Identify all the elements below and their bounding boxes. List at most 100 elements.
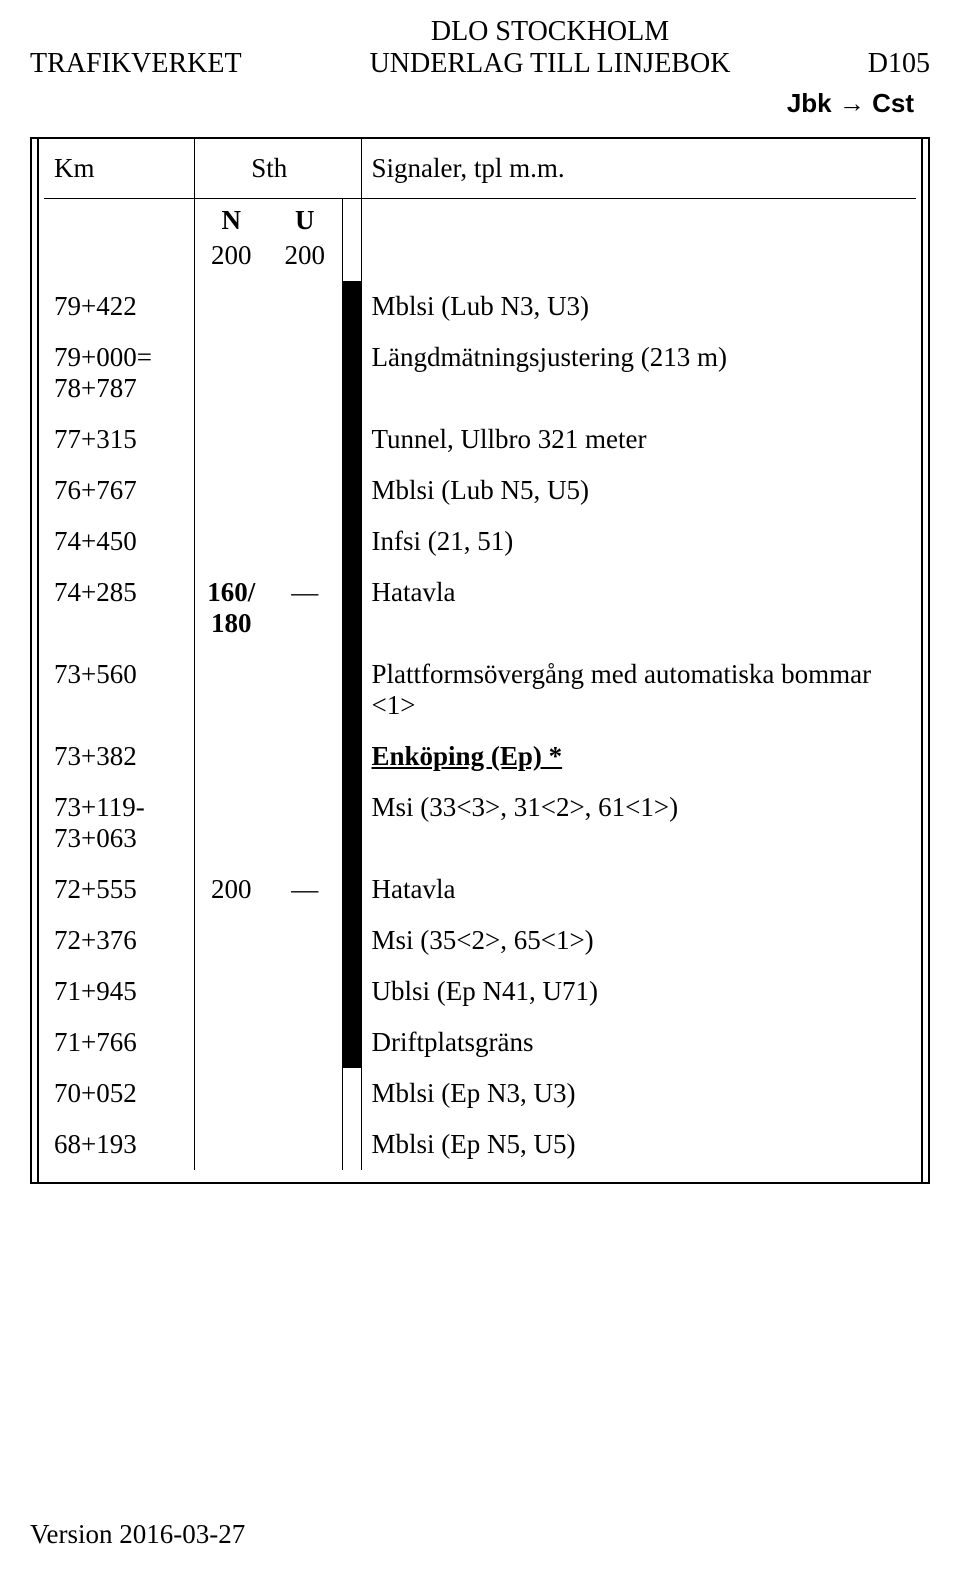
track-cell (342, 915, 361, 966)
sth-u-cell (266, 782, 342, 864)
km-cell: 76+767 (44, 465, 194, 516)
signal-cell: Mblsi (Ep N3, U3) (361, 1068, 916, 1119)
km-cell: 73+560 (44, 649, 194, 731)
km-cell: 74+450 (44, 516, 194, 567)
km-cell: 72+555 (44, 864, 194, 915)
nu-row: N U (44, 199, 916, 239)
table-row: 73+119- 73+063 Msi (33<3>, 31<2>, 61<1>) (44, 782, 916, 864)
sth-n-cell (194, 465, 266, 516)
table-row: 79+000= 78+787 Längdmätningsjustering (21… (44, 332, 916, 414)
sth-n-cell (194, 731, 266, 782)
sth-u-cell: — (266, 567, 342, 649)
base-speed-u: 200 (266, 238, 342, 281)
km-cell: 74+285 (44, 567, 194, 649)
track-cell (342, 864, 361, 915)
sth-n-cell (194, 782, 266, 864)
col-signals: Signaler, tpl m.m. (361, 139, 916, 199)
table-row: 71+766 Driftplatsgräns (44, 1017, 916, 1068)
signal-cell: Längdmätningsjustering (213 m) (361, 332, 916, 414)
table-row: 72+376 Msi (35<2>, 65<1>) (44, 915, 916, 966)
signal-cell: Enköping (Ep) * (361, 731, 916, 782)
table-row: 74+450 Infsi (21, 51) (44, 516, 916, 567)
table-row: 70+052 Mblsi (Ep N3, U3) (44, 1068, 916, 1119)
table-header-row: Km Sth Signaler, tpl m.m. (44, 139, 916, 199)
sth-u-cell (266, 281, 342, 332)
km-cell: 73+119- 73+063 (44, 782, 194, 864)
sth-u-cell (266, 516, 342, 567)
sth-u-cell (266, 465, 342, 516)
km-cell: 77+315 (44, 414, 194, 465)
sth-n-cell (194, 1119, 266, 1170)
sth-u-cell (266, 1119, 342, 1170)
track-cell (342, 782, 361, 864)
signal-cell: Driftplatsgräns (361, 1017, 916, 1068)
track-cell (342, 281, 361, 332)
header-center-top: DLO STOCKHOLM (290, 16, 810, 48)
header-center-bottom: UNDERLAG TILL LINJEBOK (290, 48, 810, 80)
table-row: 72+555200— Hatavla (44, 864, 916, 915)
signal-cell: Plattformsövergång med automatiska bomma… (361, 649, 916, 731)
sth-u-label: U (266, 199, 342, 239)
sth-u-cell (266, 731, 342, 782)
track-cell (342, 414, 361, 465)
track-cell (342, 465, 361, 516)
track-cell (342, 332, 361, 414)
table-row: 79+422Mblsi (Lub N3, U3) (44, 281, 916, 332)
line-table: Km Sth Signaler, tpl m.m. N U 200 200 79… (44, 139, 916, 1170)
km-cell: 79+000= 78+787 (44, 332, 194, 414)
table-row: 73+382 Enköping (Ep) * (44, 731, 916, 782)
track-cell (342, 1119, 361, 1170)
km-cell: 72+376 (44, 915, 194, 966)
track-cell (342, 1068, 361, 1119)
col-sth: Sth (194, 139, 342, 199)
sth-u-cell (266, 1017, 342, 1068)
sth-n-cell: 200 (194, 864, 266, 915)
col-track-gap (342, 139, 361, 199)
sth-n-cell (194, 649, 266, 731)
sth-n-cell (194, 1068, 266, 1119)
signal-cell: Msi (33<3>, 31<2>, 61<1>) (361, 782, 916, 864)
sth-n-cell: 160/ 180 (194, 567, 266, 649)
sth-u-cell (266, 649, 342, 731)
sth-n-cell (194, 915, 266, 966)
km-cell: 73+382 (44, 731, 194, 782)
km-cell: 70+052 (44, 1068, 194, 1119)
table-row: 71+945Ublsi (Ep N41, U71) (44, 966, 916, 1017)
signal-cell: Hatavla (361, 864, 916, 915)
sth-u-cell (266, 332, 342, 414)
sth-u-cell (266, 966, 342, 1017)
table-row: 77+315 Tunnel, Ullbro 321 meter (44, 414, 916, 465)
sth-n-cell (194, 516, 266, 567)
header-left: TRAFIKVERKET (30, 48, 290, 80)
sth-n-label: N (194, 199, 266, 239)
track-cell (342, 516, 361, 567)
sth-u-cell: — (266, 864, 342, 915)
signal-cell: Hatavla (361, 567, 916, 649)
sth-u-cell (266, 1068, 342, 1119)
sth-u-cell (266, 414, 342, 465)
sth-n-cell (194, 414, 266, 465)
track-cell (342, 731, 361, 782)
sth-u-cell (266, 915, 342, 966)
signal-cell: Mblsi (Lub N5, U5) (361, 465, 916, 516)
doc-header: DLO STOCKHOLM TRAFIKVERKET UNDERLAG TILL… (30, 16, 930, 119)
signal-cell: Msi (35<2>, 65<1>) (361, 915, 916, 966)
signal-cell: Infsi (21, 51) (361, 516, 916, 567)
table-row: 76+767 Mblsi (Lub N5, U5) (44, 465, 916, 516)
track-cell (342, 567, 361, 649)
km-cell: 71+766 (44, 1017, 194, 1068)
track-cell (342, 966, 361, 1017)
route-label: Jbk → Cst (30, 88, 930, 119)
signal-cell: Mblsi (Lub N3, U3) (361, 281, 916, 332)
sth-n-cell (194, 1017, 266, 1068)
base-speed-row: 200 200 (44, 238, 916, 281)
table-row: 74+285160/ 180—Hatavla (44, 567, 916, 649)
signal-cell: Tunnel, Ullbro 321 meter (361, 414, 916, 465)
col-km: Km (44, 139, 194, 199)
sth-n-cell (194, 332, 266, 414)
version-label: Version 2016-03-27 (30, 1519, 245, 1550)
signal-cell: Ublsi (Ep N41, U71) (361, 966, 916, 1017)
header-right: D105 (810, 48, 930, 80)
signal-cell: Mblsi (Ep N5, U5) (361, 1119, 916, 1170)
track-cell (342, 649, 361, 731)
